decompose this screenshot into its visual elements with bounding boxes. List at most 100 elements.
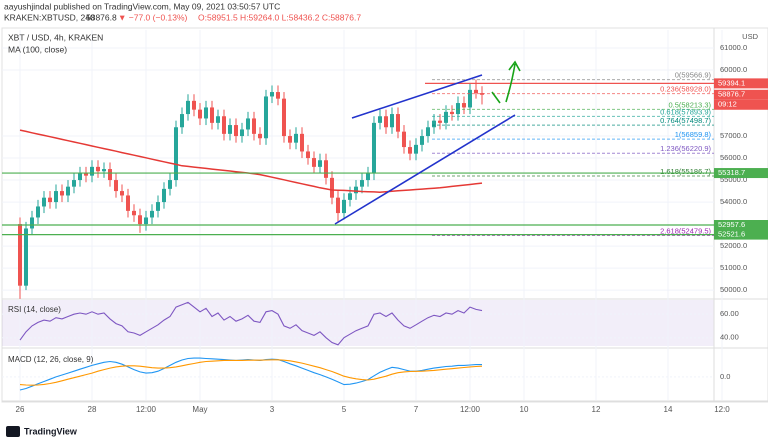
- fib-label: 1.618(55186.7): [660, 167, 711, 176]
- candle-body: [251, 118, 256, 134]
- x-tick-label: 5: [342, 405, 347, 414]
- y-tick-label: 40.00: [720, 333, 739, 342]
- candle-body: [113, 180, 118, 192]
- price-label-box: [714, 220, 768, 231]
- x-tick-label: 28: [88, 405, 97, 414]
- candle-body: [341, 199, 346, 214]
- candle-body: [41, 197, 46, 207]
- candle-body: [317, 160, 322, 167]
- candle-body: [449, 111, 454, 115]
- candle-body: [263, 96, 268, 139]
- candle-body: [107, 169, 112, 181]
- candle-body: [119, 191, 124, 196]
- candle-body: [371, 122, 376, 174]
- candle-body: [167, 180, 172, 189]
- candle-body: [71, 180, 76, 187]
- candle-body: [89, 166, 94, 176]
- candle-body: [443, 111, 448, 123]
- x-tick-label: 12: [592, 405, 601, 414]
- candle-body: [275, 92, 280, 99]
- y-tick-label: 60.00: [720, 309, 739, 318]
- candle-body: [239, 129, 244, 137]
- candle-body: [473, 89, 478, 94]
- fib-label: 0.618(57893.9): [660, 107, 711, 116]
- candle-body: [101, 169, 106, 172]
- candle-body: [353, 186, 358, 194]
- candle-body: [455, 103, 460, 115]
- y-tick-label: 56000.0: [720, 153, 747, 162]
- pane-title: MACD (12, 26, close, 9): [8, 355, 94, 364]
- candle-body: [479, 93, 484, 95]
- arrow: [505, 60, 521, 103]
- candle-body: [23, 228, 28, 286]
- last-price: 58876.8: [86, 12, 117, 22]
- chart-frame: [1, 27, 768, 403]
- logo: [6, 426, 20, 437]
- candle-body: [155, 202, 160, 211]
- y-tick-label: 51000.0: [720, 263, 747, 272]
- trend-line: [334, 114, 516, 225]
- candle-body: [425, 127, 430, 137]
- candle-body: [83, 173, 88, 176]
- rsi-band: [2, 300, 714, 346]
- candle-body: [395, 114, 400, 132]
- candle-body: [179, 114, 184, 128]
- candle-body: [149, 210, 154, 218]
- candle-body: [389, 114, 394, 128]
- price-label-box: [714, 78, 768, 89]
- y-tick-label: 52000.0: [720, 241, 747, 250]
- countdown: 09:12: [718, 100, 737, 109]
- price-label: 59394.1: [718, 78, 745, 87]
- plot: 26 28 12:00 May 3 5 7 12:00 10 12 14 12:0 61000.0 600…: [2, 30, 768, 414]
- candle-body: [293, 133, 298, 143]
- candle-body: [95, 166, 100, 172]
- candle-body: [53, 191, 58, 203]
- y-tick-label: 54000.0: [720, 197, 747, 206]
- fib-label: 0(59566.9): [675, 71, 712, 80]
- y-tick-label: 0.0: [720, 372, 730, 381]
- x-tick-label: 12:00: [136, 405, 157, 414]
- trend-line: [351, 74, 483, 119]
- fib-label: 1(56859.8): [675, 130, 712, 139]
- candle-body: [365, 173, 370, 181]
- candle-body: [461, 103, 466, 108]
- candle-body: [227, 125, 232, 134]
- candle-body: [161, 188, 166, 203]
- countdown-box: [714, 99, 768, 110]
- price-label: 52957.6: [718, 220, 745, 229]
- candle-body: [191, 100, 196, 110]
- x-tick-label: 12:0: [714, 405, 730, 414]
- price-change: ▼ −77.0 (−0.13%): [118, 12, 188, 22]
- candle-body: [413, 144, 418, 154]
- ohlc: O:58951.5 H:59264.0 L:58436.2 C:58876.7: [198, 12, 361, 22]
- candle-body: [299, 133, 304, 152]
- candle-body: [335, 197, 340, 214]
- indicator-line: [19, 359, 483, 386]
- candle-body: [65, 186, 70, 196]
- fib-label: 2.618(52479.5): [660, 227, 711, 236]
- candle-body: [233, 125, 238, 137]
- candle-body: [311, 158, 316, 167]
- candle-body: [377, 116, 382, 123]
- brand[interactable]: TradingView: [24, 426, 78, 436]
- y-tick-label: 55000.0: [720, 175, 747, 184]
- price-label-box: [714, 229, 768, 240]
- candle-body: [431, 120, 436, 128]
- fib-label: 0.5(58213.3): [668, 100, 711, 109]
- price-label-box: [714, 89, 768, 100]
- candle-body: [287, 136, 292, 143]
- x-tick-label: 10: [520, 405, 529, 414]
- legend-entry: MA (100, close): [8, 44, 67, 54]
- x-tick-label: 12:00: [460, 405, 481, 414]
- y-tick-label: 57000.0: [720, 131, 747, 140]
- x-tick-label: 3: [270, 405, 275, 414]
- candle-body: [245, 118, 250, 130]
- candle-body: [407, 147, 412, 154]
- candle-body: [221, 116, 226, 134]
- candle-body: [359, 180, 364, 187]
- symbol: KRAKEN:XBTUSD, 240: [4, 12, 95, 22]
- candle-body: [323, 160, 328, 178]
- candle-body: [383, 116, 388, 128]
